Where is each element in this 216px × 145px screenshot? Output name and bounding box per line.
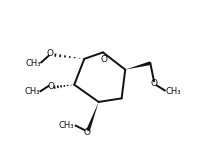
- Text: CH₃: CH₃: [59, 121, 74, 130]
- Polygon shape: [125, 61, 151, 70]
- Text: O: O: [100, 55, 107, 64]
- Polygon shape: [86, 102, 99, 131]
- Text: O: O: [47, 82, 54, 91]
- Text: O: O: [151, 79, 157, 88]
- Text: CH₃: CH₃: [166, 87, 181, 96]
- Text: O: O: [46, 49, 53, 58]
- Text: O: O: [84, 128, 91, 137]
- Text: CH₃: CH₃: [24, 87, 40, 96]
- Text: CH₃: CH₃: [25, 59, 41, 68]
